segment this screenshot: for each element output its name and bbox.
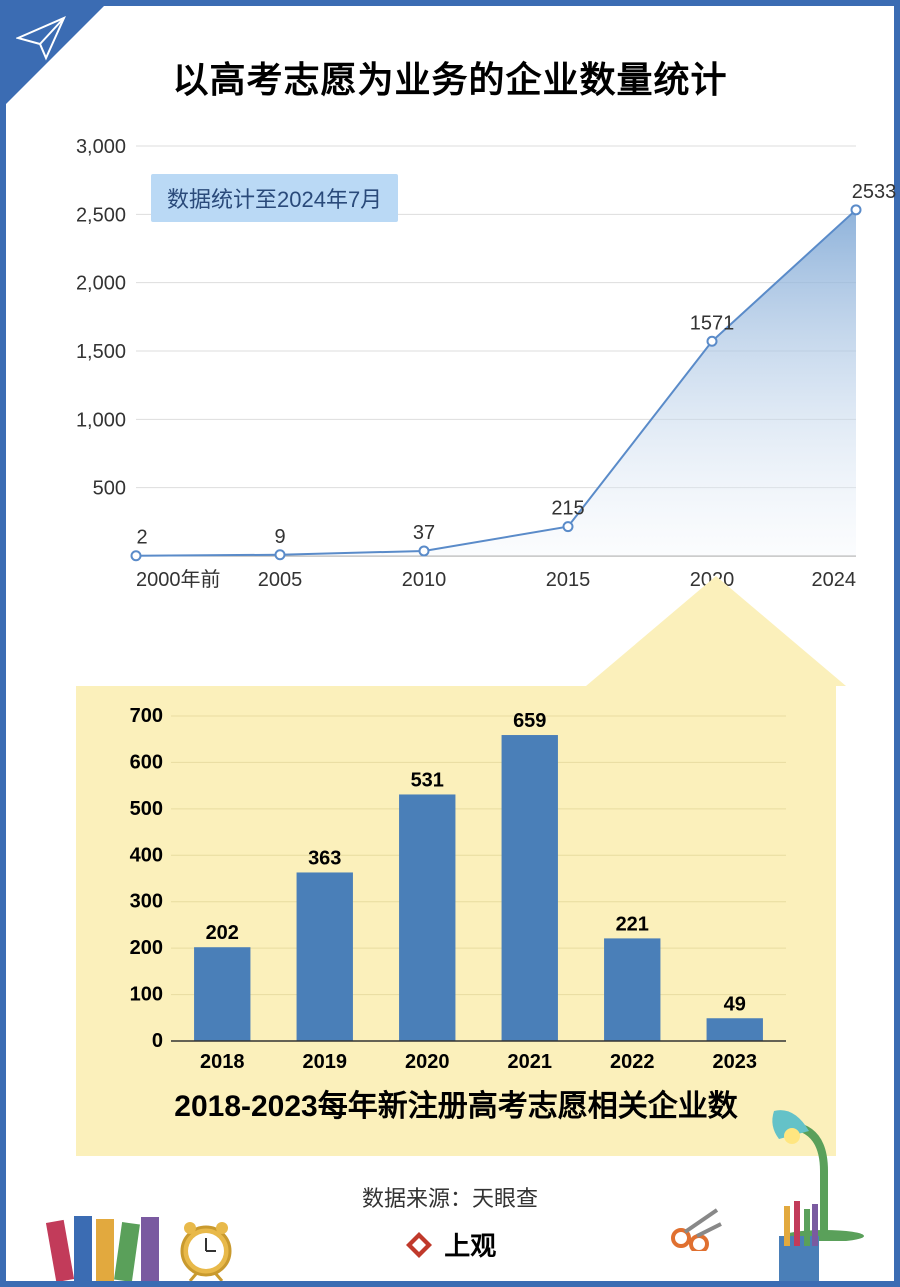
- svg-text:400: 400: [130, 844, 163, 866]
- svg-text:9: 9: [274, 526, 285, 548]
- svg-text:2005: 2005: [258, 569, 303, 591]
- svg-text:49: 49: [724, 993, 746, 1015]
- svg-text:37: 37: [413, 522, 435, 544]
- svg-text:2,500: 2,500: [76, 204, 126, 226]
- paper-plane-icon: [16, 16, 66, 61]
- bar-chart-svg: 0 100 200 300 400 500 600 700 202 2018 363 2019 531 2…: [116, 706, 796, 1076]
- svg-text:2533: 2533: [852, 181, 897, 203]
- books-icon: [46, 1211, 166, 1281]
- svg-text:0: 0: [152, 1030, 163, 1052]
- svg-text:1571: 1571: [690, 312, 735, 334]
- svg-text:2020: 2020: [405, 1051, 450, 1073]
- svg-text:2: 2: [136, 527, 147, 549]
- source-label: 数据来源：: [362, 1186, 472, 1211]
- source-value: 天眼查: [472, 1186, 538, 1211]
- svg-text:500: 500: [93, 478, 126, 500]
- bar-chart-title: 2018-2023每年新注册高考志愿相关企业数: [76, 1081, 836, 1125]
- svg-text:531: 531: [411, 769, 444, 791]
- data-cutoff-badge: 数据统计至2024年7月: [151, 174, 398, 222]
- svg-text:363: 363: [308, 847, 341, 869]
- svg-text:1,500: 1,500: [76, 341, 126, 363]
- svg-text:700: 700: [130, 705, 163, 727]
- main-title: 以高考志愿为业务的企业数量统计: [6, 51, 894, 103]
- publisher-name: 上观: [444, 1231, 496, 1261]
- svg-text:2015: 2015: [546, 569, 591, 591]
- svg-text:3,000: 3,000: [76, 136, 126, 158]
- callout-triangle: [586, 576, 846, 686]
- svg-text:2010: 2010: [402, 569, 447, 591]
- shangguan-logo-icon: [404, 1230, 434, 1260]
- area-chart: 数据统计至2024年7月 500 1,000 1,500 2,000 2,500 3,00…: [66, 136, 866, 596]
- svg-text:600: 600: [130, 751, 163, 773]
- scissors-icon: [669, 1206, 724, 1251]
- svg-text:500: 500: [130, 798, 163, 820]
- svg-text:2023: 2023: [713, 1051, 758, 1073]
- svg-text:300: 300: [130, 891, 163, 913]
- bar-chart-panel: 0 100 200 300 400 500 600 700 202 2018 363 2019 531 2…: [76, 686, 836, 1156]
- svg-text:100: 100: [130, 984, 163, 1006]
- svg-text:1,000: 1,000: [76, 409, 126, 431]
- pencil-cup-icon: [764, 1201, 834, 1281]
- svg-text:221: 221: [616, 913, 649, 935]
- svg-text:2000年前: 2000年前: [136, 568, 221, 591]
- svg-text:2022: 2022: [610, 1051, 655, 1073]
- svg-text:2021: 2021: [508, 1051, 553, 1073]
- svg-text:2018: 2018: [200, 1051, 245, 1073]
- svg-text:2,000: 2,000: [76, 273, 126, 295]
- svg-text:202: 202: [206, 922, 239, 944]
- svg-text:659: 659: [513, 710, 546, 732]
- svg-text:215: 215: [551, 498, 584, 520]
- bar-chart: 0 100 200 300 400 500 600 700 202 2018 363 2019 531 2…: [116, 706, 796, 1076]
- alarm-clock-icon: [176, 1216, 236, 1281]
- svg-text:2019: 2019: [303, 1051, 348, 1073]
- svg-text:200: 200: [130, 937, 163, 959]
